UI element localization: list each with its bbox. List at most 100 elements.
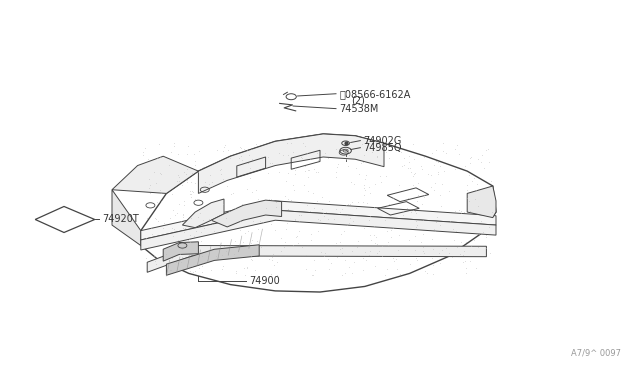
Point [429,187,439,193]
Point [237,157,247,163]
Point [331,169,341,175]
Point [459,209,469,215]
Point [234,144,244,150]
Point [166,255,177,261]
Point [174,178,184,184]
Point [320,250,330,256]
Point [319,150,330,156]
Point [145,190,155,196]
Point [189,151,199,157]
Point [455,251,465,257]
Point [216,171,226,177]
Point [203,253,213,259]
Point [344,152,354,158]
Point [361,172,371,178]
Point [194,265,204,271]
Point [377,253,387,259]
Point [193,214,204,220]
Point [185,268,195,274]
Point [367,150,377,155]
Point [303,188,313,194]
Point [154,141,164,147]
Point [247,257,257,263]
Point [344,220,354,226]
Point [352,244,362,250]
Point [377,243,387,249]
Point [481,245,491,251]
Point [385,234,396,240]
Point [294,228,304,234]
Point [312,150,322,156]
Point [409,156,419,162]
Polygon shape [211,200,282,227]
Point [376,162,387,168]
Point [195,210,205,216]
Point [179,228,189,234]
Point [298,140,308,146]
Point [368,144,378,150]
Point [289,187,299,193]
Point [333,161,343,167]
Point [143,185,154,191]
Point [276,235,286,241]
Point [155,170,165,176]
Point [467,178,477,184]
Point [271,199,281,205]
Point [315,217,325,223]
Point [219,243,229,249]
Point [186,179,196,185]
Point [418,244,428,250]
Point [365,190,375,196]
Point [420,268,431,274]
Point [329,216,339,222]
Point [358,267,368,273]
Point [383,239,393,245]
Point [465,155,476,161]
Point [196,229,206,235]
Point [156,187,166,193]
Point [435,260,445,266]
Point [381,149,391,155]
Point [376,179,386,185]
Point [268,251,278,257]
Point [458,251,468,257]
Point [173,174,184,180]
Point [339,228,349,234]
Point [218,148,228,154]
Point [247,189,257,195]
Text: 74920T: 74920T [102,215,139,224]
Point [451,228,461,234]
Point [228,190,238,196]
Point [236,153,246,159]
Point [430,228,440,234]
Point [403,195,413,201]
Point [461,265,472,271]
Point [169,228,179,234]
Point [239,146,249,152]
Point [410,224,420,230]
Point [234,246,244,252]
Point [138,152,148,158]
Point [358,199,368,205]
Point [404,153,414,159]
Point [419,194,429,200]
Point [324,198,334,203]
Point [451,141,461,147]
Point [189,158,200,164]
Point [372,154,382,160]
Point [252,227,262,232]
Point [207,221,217,227]
Point [359,152,369,158]
Point [290,167,300,173]
Point [340,148,350,154]
Point [255,244,266,250]
Point [371,153,381,159]
Point [384,155,394,161]
Point [461,239,472,245]
Point [399,154,410,160]
Point [182,166,193,172]
Point [427,255,437,261]
Point [145,182,155,188]
Point [194,148,204,154]
Point [364,217,374,223]
